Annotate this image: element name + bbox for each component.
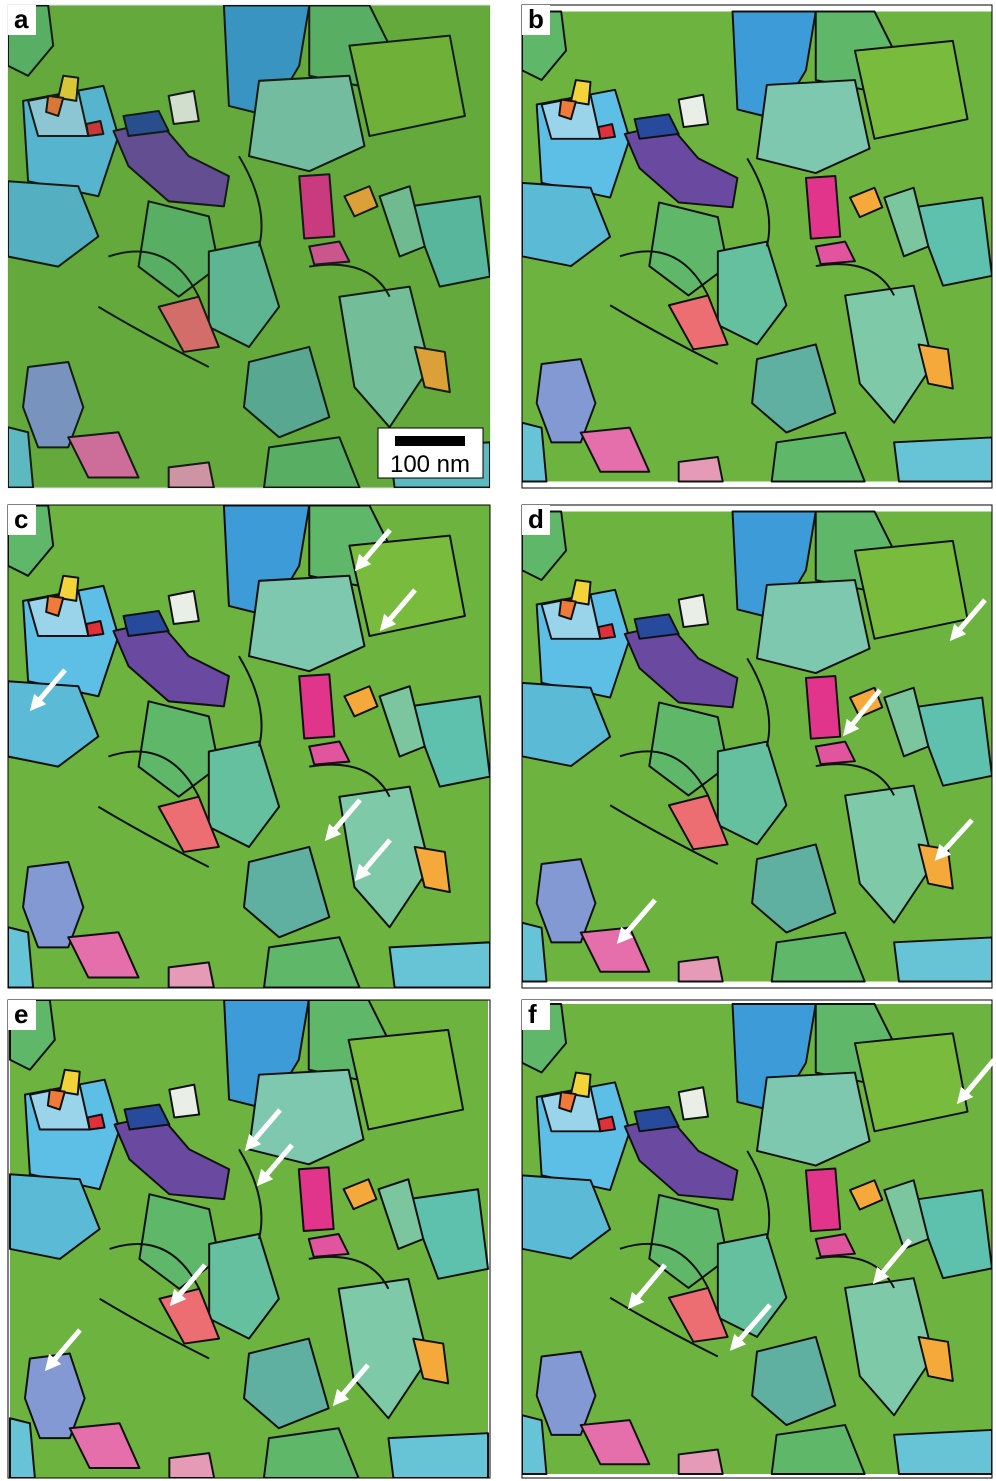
panel-label: e bbox=[14, 999, 28, 1029]
panel-e: e bbox=[8, 999, 490, 1478]
panel-label: c bbox=[14, 504, 28, 534]
figure: a 100 nm b c d e bbox=[0, 0, 996, 1481]
panel-label: d bbox=[528, 504, 544, 534]
panel-c: c bbox=[8, 504, 490, 988]
panel-d: d bbox=[522, 504, 992, 988]
scale-bar: 100 nm bbox=[378, 428, 483, 478]
panel-b: b bbox=[522, 4, 992, 488]
scale-bar-label: 100 nm bbox=[390, 451, 470, 478]
panel-label: b bbox=[528, 4, 544, 34]
panel-label: f bbox=[528, 999, 537, 1029]
panel-a: a 100 nm bbox=[8, 4, 490, 488]
panel-label: a bbox=[14, 4, 29, 34]
panel-f: f bbox=[522, 999, 994, 1478]
